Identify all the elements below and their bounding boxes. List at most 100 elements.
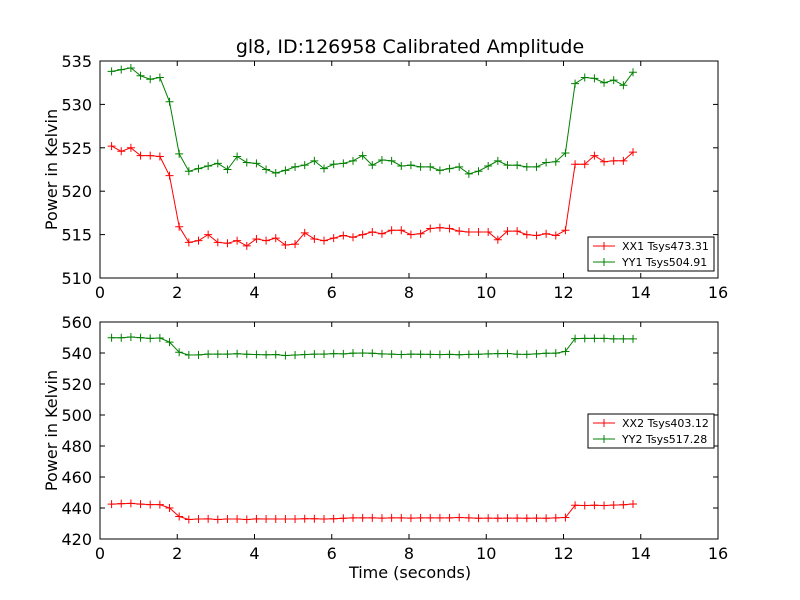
data-point (281, 241, 290, 250)
data-point (493, 514, 502, 523)
data-point (300, 350, 309, 359)
data-point (561, 347, 570, 356)
y-tick-label: 540 (61, 344, 92, 363)
x-tick-label: 10 (476, 283, 496, 302)
data-point (348, 156, 357, 165)
data-point (213, 350, 222, 359)
data-point (242, 515, 251, 524)
data-point (416, 350, 425, 359)
data-point (358, 513, 367, 522)
legend-label: XX1 Tsys473.31 (622, 240, 709, 253)
data-point (609, 156, 618, 165)
data-point (377, 229, 386, 238)
data-point (136, 151, 145, 160)
data-point (503, 161, 512, 170)
data-point (435, 223, 444, 232)
data-point (204, 514, 213, 523)
data-point (503, 227, 512, 236)
data-point (262, 350, 271, 359)
y-tick-label: 480 (61, 437, 92, 456)
data-point (416, 513, 425, 522)
data-point (126, 63, 135, 72)
data-point (609, 501, 618, 510)
legend-marker (600, 419, 608, 427)
data-point (513, 161, 522, 170)
data-point (368, 227, 377, 236)
data-point (310, 156, 319, 165)
data-point (542, 514, 551, 523)
data-point (416, 229, 425, 238)
data-point (329, 514, 338, 523)
data-point (571, 160, 580, 169)
x-tick-label: 16 (708, 544, 728, 563)
data-point (426, 224, 435, 233)
data-point (561, 513, 570, 522)
x-tick-label: 0 (95, 283, 105, 302)
data-point (126, 333, 135, 342)
data-point (329, 349, 338, 358)
data-point (493, 156, 502, 165)
y-axis-label: Power in Kelvin (42, 370, 61, 491)
data-point (107, 333, 116, 342)
data-point (387, 350, 396, 359)
data-point (571, 334, 580, 343)
data-point (204, 230, 213, 239)
x-axis-label: Time (seconds) (348, 563, 471, 582)
data-point (262, 165, 271, 174)
data-point (339, 514, 348, 523)
x-tick-label: 2 (172, 283, 182, 302)
data-point (271, 234, 280, 243)
data-point (406, 230, 415, 239)
data-point (358, 151, 367, 160)
data-point (377, 155, 386, 164)
data-point (455, 227, 464, 236)
x-tick-label: 8 (404, 544, 414, 563)
x-tick-label: 6 (327, 544, 337, 563)
data-point (561, 149, 570, 158)
legend: XX1 Tsys473.31 YY1 Tsys504.91 (587, 236, 715, 272)
x-tick-label: 12 (553, 544, 573, 563)
data-point (300, 228, 309, 237)
data-point (368, 161, 377, 170)
x-tick-label: 10 (476, 544, 496, 563)
data-point (464, 513, 473, 522)
data-point (619, 156, 628, 165)
data-point (117, 499, 126, 508)
data-point (348, 349, 357, 358)
data-point (194, 236, 203, 245)
data-point (262, 236, 271, 245)
data-point (464, 227, 473, 236)
data-point (629, 334, 638, 343)
data-point (213, 238, 222, 247)
data-point (600, 501, 609, 510)
data-point (329, 234, 338, 243)
data-point (377, 349, 386, 358)
data-point (580, 501, 589, 510)
legend-marker (600, 242, 608, 250)
data-point (629, 148, 638, 157)
data-point (310, 234, 319, 243)
data-point (435, 166, 444, 175)
data-point (358, 349, 367, 357)
data-point (426, 513, 435, 522)
data-point (542, 229, 551, 238)
x-tick-label: 16 (708, 283, 728, 302)
data-point (445, 350, 454, 359)
data-point (600, 157, 609, 166)
legend-label: XX2 Tsys403.12 (622, 417, 709, 430)
data-point (194, 164, 203, 173)
data-point (397, 162, 406, 171)
data-point (580, 334, 589, 343)
data-point (184, 238, 193, 247)
chart-title: gl8, ID:126958 Calibrated Amplitude (236, 36, 584, 58)
data-point (165, 97, 174, 106)
data-point (165, 504, 174, 512)
data-point (455, 350, 464, 359)
data-point (348, 233, 357, 242)
data-point (619, 500, 628, 509)
data-point (252, 350, 261, 359)
data-point (107, 142, 116, 151)
data-point (155, 500, 164, 509)
x-tick-label: 6 (327, 283, 337, 302)
data-point (397, 226, 406, 235)
